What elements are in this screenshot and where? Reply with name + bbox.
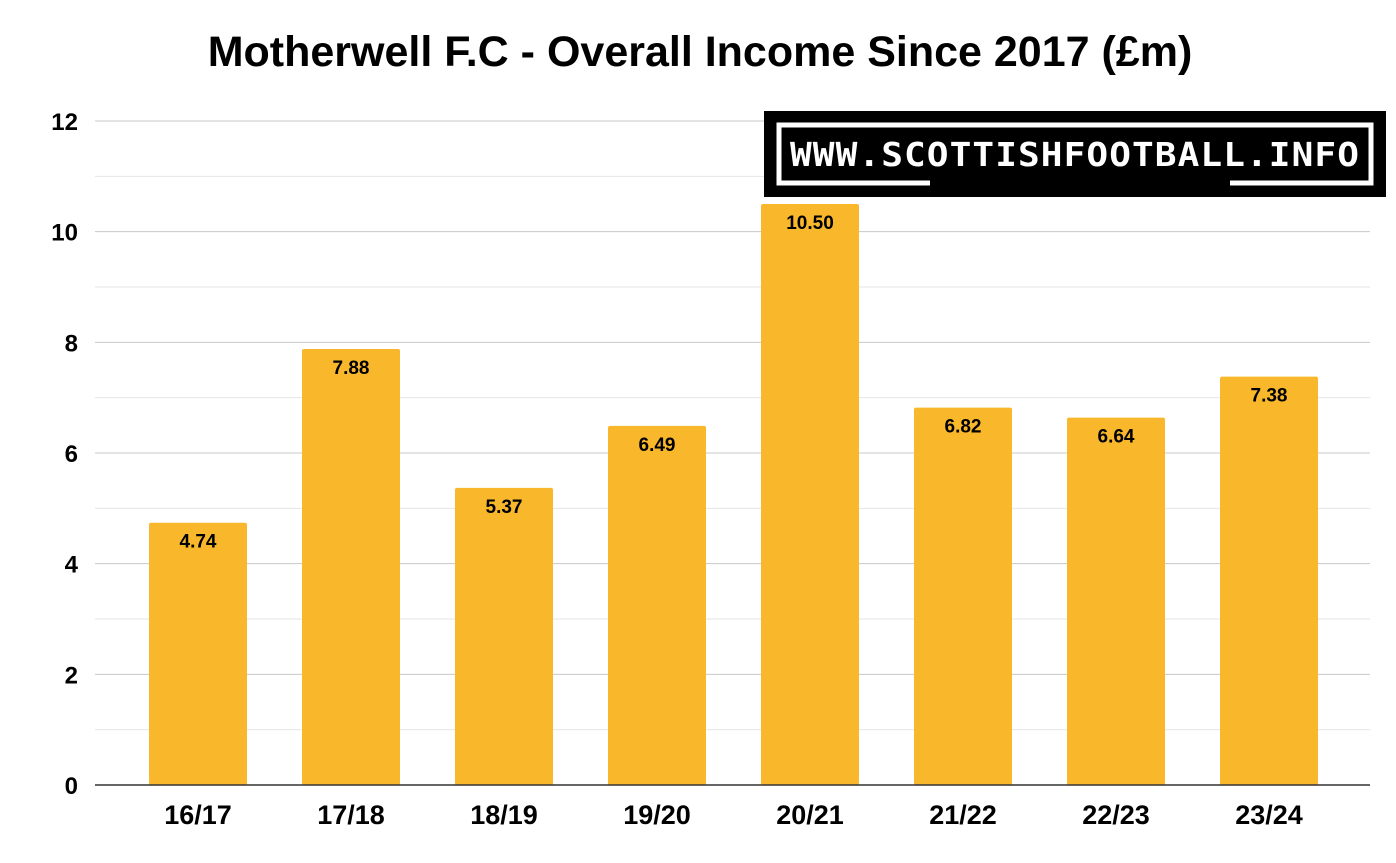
data-label: 4.74 xyxy=(180,532,217,553)
y-tick-label: 8 xyxy=(65,330,78,357)
data-label: 6.49 xyxy=(639,435,676,456)
x-tick-label: 16/17 xyxy=(164,800,232,830)
data-label: 7.88 xyxy=(333,358,370,379)
data-label: 7.38 xyxy=(1251,386,1288,407)
bar xyxy=(914,407,1012,785)
bar xyxy=(1220,376,1318,785)
y-tick-label: 0 xyxy=(65,773,78,800)
bar xyxy=(302,348,400,785)
x-tick-label: 21/22 xyxy=(929,800,997,830)
bar xyxy=(149,522,247,785)
y-tick-label: 6 xyxy=(65,441,78,468)
chart-title: Motherwell F.C - Overall Income Since 20… xyxy=(208,28,1193,76)
y-axis-ticks: 0 2 4 6 8 10 12 xyxy=(51,109,78,800)
x-tick-label: 22/23 xyxy=(1082,800,1150,830)
y-tick-label: 4 xyxy=(65,552,79,579)
data-label: 6.64 xyxy=(1098,427,1135,448)
y-tick-label: 12 xyxy=(51,109,78,136)
data-label: 10.50 xyxy=(786,213,834,234)
x-tick-label: 18/19 xyxy=(470,800,538,830)
x-tick-label: 23/24 xyxy=(1235,800,1303,830)
bar xyxy=(1067,417,1165,785)
x-tick-label: 19/20 xyxy=(623,800,691,830)
y-tick-label: 10 xyxy=(51,220,78,247)
x-tick-label: 17/18 xyxy=(317,800,385,830)
x-axis-ticks: 16/17 17/18 18/19 19/20 20/21 21/22 22/23 23/24 xyxy=(164,800,1303,830)
watermark-logo: WWW.SCOTTISHFOOTBALL.INFO xyxy=(764,111,1386,197)
x-tick-label: 20/21 xyxy=(776,800,844,830)
y-tick-label: 2 xyxy=(65,662,78,689)
watermark-border-gap xyxy=(930,180,1230,188)
bar xyxy=(761,204,859,785)
bar xyxy=(455,487,553,785)
gridlines xyxy=(95,120,1370,731)
watermark-text: WWW.SCOTTISHFOOTBALL.INFO xyxy=(790,135,1360,174)
data-label: 6.82 xyxy=(945,417,982,438)
data-labels: 4.74 7.88 5.37 6.49 10.50 6.82 6.64 7.38 xyxy=(180,213,1288,553)
bar xyxy=(608,425,706,785)
bars xyxy=(149,204,1318,785)
data-label: 5.37 xyxy=(486,497,523,518)
